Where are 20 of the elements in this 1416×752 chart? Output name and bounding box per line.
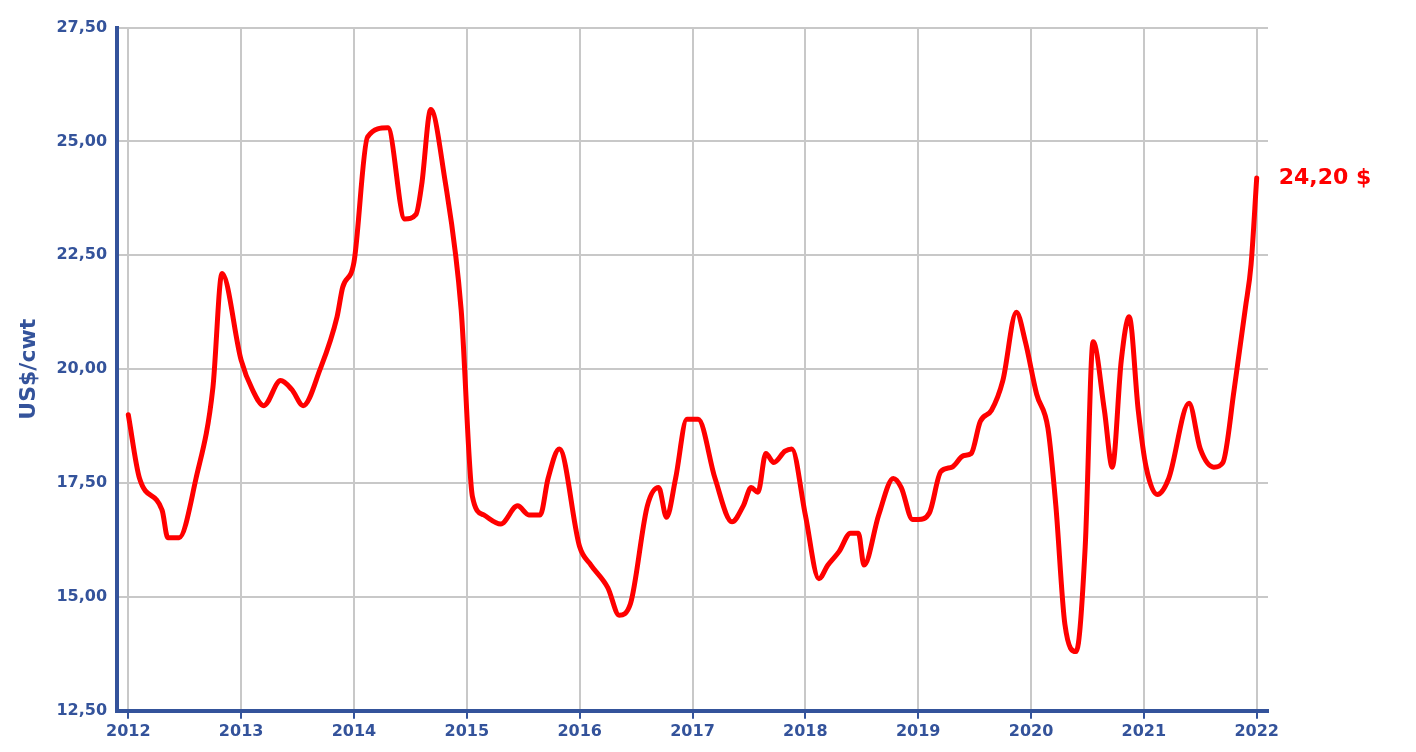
y-tick-label: 27,50 — [56, 16, 108, 36]
y-tick-label: 25,00 — [56, 130, 108, 150]
y-tick-label: 20,00 — [56, 358, 108, 378]
x-tick-label: 2021 — [1121, 720, 1167, 740]
x-tick-label: 2017 — [670, 720, 715, 740]
y-tick-label: 17,50 — [56, 472, 108, 492]
x-tick-label: 2018 — [783, 720, 828, 740]
y-tick-label: 15,00 — [56, 586, 108, 606]
x-tick-label: 2019 — [895, 720, 941, 740]
x-tick-label: 2012 — [106, 720, 151, 740]
y-axis-title: US$/cwt — [14, 318, 40, 420]
y-tick-label: 12,50 — [56, 699, 108, 719]
x-tick-label: 2016 — [557, 720, 602, 740]
annotation: 24,20 $ — [1278, 163, 1372, 189]
y-tick-label: 22,50 — [56, 244, 108, 264]
x-tick-label: 2020 — [1008, 720, 1054, 740]
x-tick-label: 2015 — [444, 720, 490, 740]
x-tick-label: 2013 — [218, 720, 264, 740]
x-tick-label: 2022 — [1234, 720, 1279, 740]
x-tick-label: 2014 — [331, 720, 377, 740]
